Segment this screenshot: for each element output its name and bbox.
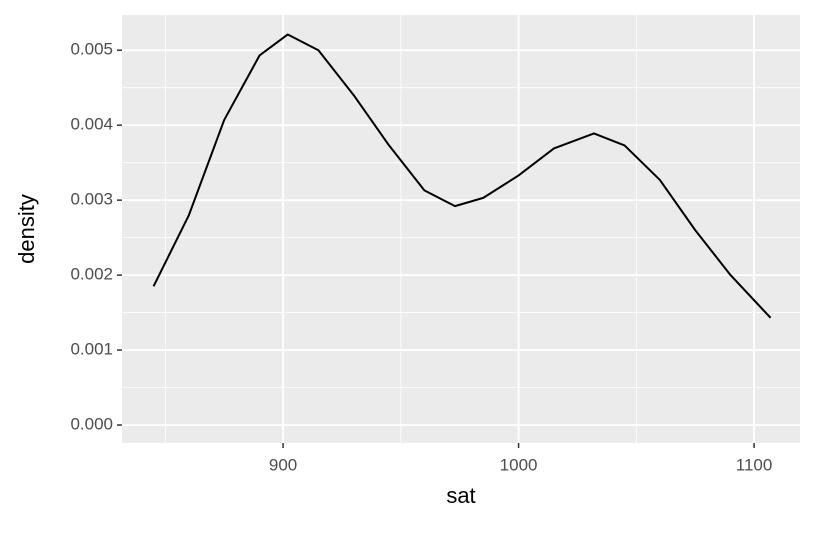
panel xyxy=(122,15,800,443)
y-tick-label: 0.002 xyxy=(70,265,113,284)
x-tick-label: 1000 xyxy=(500,455,538,474)
x-tick-label: 900 xyxy=(269,455,297,474)
y-tick-label: 0.003 xyxy=(70,190,113,209)
x-axis-title: sat xyxy=(446,483,475,508)
y-tick-label: 0.005 xyxy=(70,40,113,59)
density-line xyxy=(152,33,772,319)
y-tick-label: 0.000 xyxy=(70,414,113,433)
x-tick-label: 1100 xyxy=(736,455,773,474)
y-axis-title: density xyxy=(14,194,39,264)
y-tick-label: 0.004 xyxy=(70,115,113,134)
y-tick-label: 0.001 xyxy=(70,340,113,359)
